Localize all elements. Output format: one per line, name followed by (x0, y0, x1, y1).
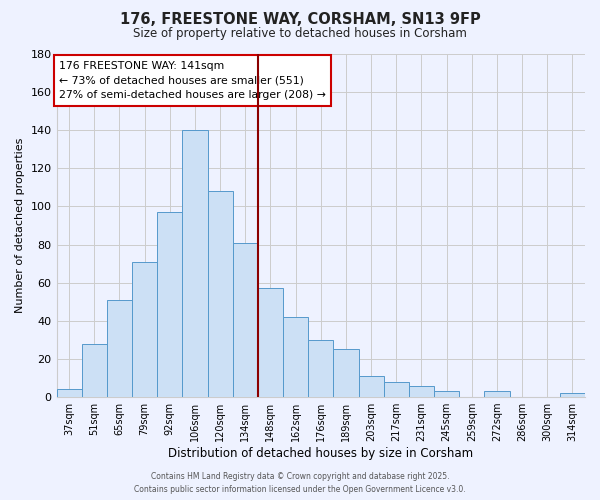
Bar (182, 130, 208, 397)
Bar (208, 191, 233, 397)
Y-axis label: Number of detached properties: Number of detached properties (15, 138, 25, 313)
Text: 176 FREESTONE WAY: 141sqm
← 73% of detached houses are smaller (551)
27% of semi: 176 FREESTONE WAY: 141sqm ← 73% of detac… (59, 61, 326, 100)
Bar (107, 300, 132, 397)
Bar (434, 392, 459, 397)
Text: Contains HM Land Registry data © Crown copyright and database right 2025.
Contai: Contains HM Land Registry data © Crown c… (134, 472, 466, 494)
Bar (132, 262, 157, 397)
Bar (560, 394, 585, 397)
Bar (82, 344, 107, 397)
Bar (409, 386, 434, 397)
Bar (484, 392, 509, 397)
Bar (233, 242, 258, 397)
Bar (308, 340, 334, 397)
Bar (258, 288, 283, 397)
Bar (157, 212, 182, 397)
Text: Size of property relative to detached houses in Corsham: Size of property relative to detached ho… (133, 28, 467, 40)
Bar (359, 376, 383, 397)
Bar (334, 350, 359, 397)
X-axis label: Distribution of detached houses by size in Corsham: Distribution of detached houses by size … (168, 447, 473, 460)
Bar (383, 382, 409, 397)
Text: 176, FREESTONE WAY, CORSHAM, SN13 9FP: 176, FREESTONE WAY, CORSHAM, SN13 9FP (119, 12, 481, 28)
Bar (283, 317, 308, 397)
Bar (56, 390, 82, 397)
